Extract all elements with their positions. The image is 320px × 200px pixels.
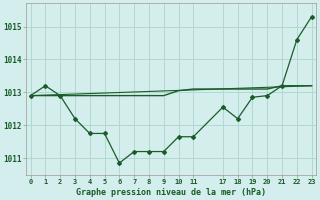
- X-axis label: Graphe pression niveau de la mer (hPa): Graphe pression niveau de la mer (hPa): [76, 188, 266, 197]
